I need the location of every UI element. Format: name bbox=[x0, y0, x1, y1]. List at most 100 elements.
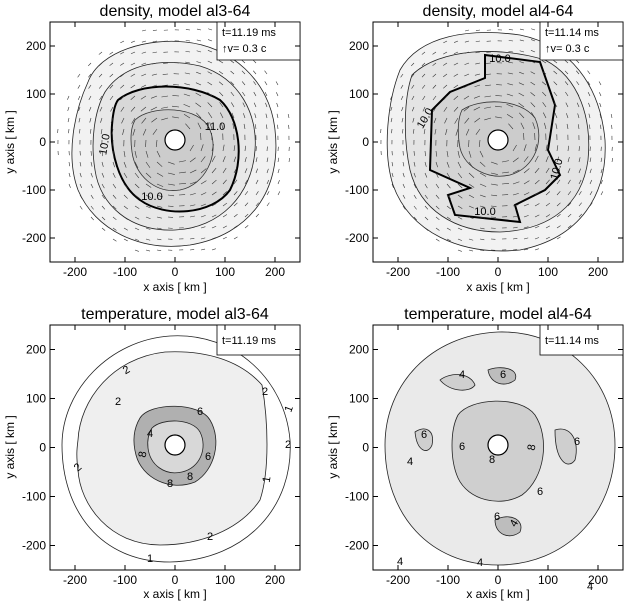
contour-label: 10.0 bbox=[97, 133, 113, 156]
velocity-arrow bbox=[243, 123, 246, 130]
velocity-arrow bbox=[457, 249, 462, 252]
contour-label: 4 bbox=[477, 557, 483, 569]
velocity-arrow bbox=[141, 117, 147, 124]
info-time: t=11.19 ms bbox=[222, 335, 276, 347]
velocity-arrow bbox=[244, 213, 249, 218]
velocity-arrow bbox=[566, 113, 569, 119]
velocity-arrow bbox=[109, 62, 114, 66]
velocity-arrow bbox=[523, 203, 530, 207]
y-axis-label: y axis [ km ] bbox=[3, 110, 17, 173]
velocity-arrow bbox=[101, 172, 105, 178]
velocity-arrow bbox=[88, 106, 92, 112]
velocity-arrow bbox=[578, 179, 582, 185]
velocity-arrow bbox=[544, 122, 547, 130]
velocity-arrow bbox=[101, 216, 106, 221]
velocity-arrow bbox=[264, 81, 268, 86]
velocity-arrow bbox=[233, 179, 238, 185]
velocity-arrow bbox=[189, 226, 195, 229]
velocity-arrow bbox=[413, 161, 416, 167]
velocity-arrow bbox=[155, 139, 158, 147]
y-axis-label: y axis [ km ] bbox=[326, 415, 340, 478]
velocity-arrow bbox=[200, 156, 206, 163]
velocity-arrow bbox=[443, 95, 448, 101]
velocity-arrow bbox=[588, 113, 591, 119]
info-box bbox=[539, 21, 624, 61]
velocity-arrow bbox=[172, 105, 180, 108]
velocity-arrow bbox=[145, 249, 151, 252]
velocity-arrow bbox=[479, 161, 486, 167]
velocity-arrow bbox=[140, 106, 147, 112]
y-tick-label: 100 bbox=[26, 87, 46, 101]
velocity-arrow bbox=[556, 168, 560, 174]
x-tick-label: 100 bbox=[215, 265, 235, 279]
velocity-arrow bbox=[200, 132, 202, 141]
velocity-arrow bbox=[433, 117, 437, 124]
velocity-arrow bbox=[610, 113, 613, 119]
velocity-arrow bbox=[599, 92, 602, 97]
velocity-arrow bbox=[443, 40, 448, 44]
velocity-arrow bbox=[275, 81, 279, 86]
velocity-arrow bbox=[101, 205, 106, 210]
velocity-arrow bbox=[432, 84, 437, 89]
velocity-arrow bbox=[189, 238, 195, 240]
velocity-arrow bbox=[490, 172, 498, 175]
velocity-arrow bbox=[575, 59, 580, 64]
velocity-arrow bbox=[587, 70, 591, 75]
velocity-arrow bbox=[589, 191, 593, 196]
velocity-arrow bbox=[567, 145, 569, 152]
velocity-arrow bbox=[172, 116, 180, 119]
x-tick-label: -200 bbox=[63, 265, 87, 279]
velocity-arrow bbox=[413, 183, 417, 189]
velocity-arrow bbox=[576, 81, 580, 86]
velocity-arrow bbox=[242, 102, 246, 108]
velocity-arrow bbox=[443, 106, 448, 112]
velocity-arrow bbox=[89, 128, 92, 134]
velocity-arrow bbox=[412, 117, 415, 123]
velocity-arrow bbox=[255, 191, 259, 196]
velocity-arrow bbox=[252, 59, 257, 64]
x-tick-label: 0 bbox=[172, 573, 179, 587]
velocity-arrow bbox=[446, 161, 450, 168]
velocity-arrow bbox=[233, 145, 236, 152]
velocity-arrow bbox=[112, 172, 116, 178]
velocity-arrow bbox=[241, 59, 246, 64]
velocity-arrow bbox=[400, 73, 404, 78]
velocity-arrow bbox=[232, 123, 235, 130]
velocity-arrow bbox=[211, 179, 217, 185]
velocity-arrow bbox=[200, 168, 207, 174]
velocity-arrow bbox=[453, 84, 459, 89]
velocity-arrow bbox=[457, 216, 463, 220]
contour-label: 6 bbox=[537, 486, 543, 498]
velocity-arrow bbox=[123, 150, 126, 158]
velocity-arrow bbox=[446, 172, 451, 179]
velocity-arrow bbox=[412, 128, 415, 134]
contour-label: 1 bbox=[261, 475, 274, 483]
velocity-arrow bbox=[576, 91, 580, 97]
contour-label: 2 bbox=[285, 439, 291, 451]
velocity-arrow bbox=[523, 192, 530, 196]
velocity-arrow bbox=[156, 150, 161, 158]
velocity-arrow bbox=[554, 102, 558, 108]
velocity-arrow bbox=[130, 40, 136, 43]
y-tick-label: -200 bbox=[22, 539, 46, 553]
velocity-arrow bbox=[197, 122, 202, 130]
velocity-arrow bbox=[189, 144, 194, 152]
velocity-arrow bbox=[468, 249, 474, 252]
velocity-arrow bbox=[512, 226, 518, 229]
velocity-arrow bbox=[545, 144, 548, 152]
velocity-arrow bbox=[254, 124, 257, 130]
velocity-arrow bbox=[253, 70, 257, 75]
velocity-arrow bbox=[464, 73, 470, 77]
velocity-arrow bbox=[196, 39, 202, 42]
contour-labels: 10.0 10.0 11.0 bbox=[97, 121, 225, 203]
velocity-arrow bbox=[123, 216, 128, 220]
velocity-arrow bbox=[244, 191, 249, 196]
velocity-arrow bbox=[121, 117, 125, 124]
velocity-arrow bbox=[508, 50, 514, 53]
velocity-arrow bbox=[142, 128, 147, 136]
velocity-arrow bbox=[230, 81, 235, 86]
velocity-arrow bbox=[411, 73, 415, 78]
velocity-arrow bbox=[479, 205, 486, 208]
contour-label: 2 bbox=[115, 396, 121, 408]
velocity-arrow bbox=[518, 102, 525, 108]
